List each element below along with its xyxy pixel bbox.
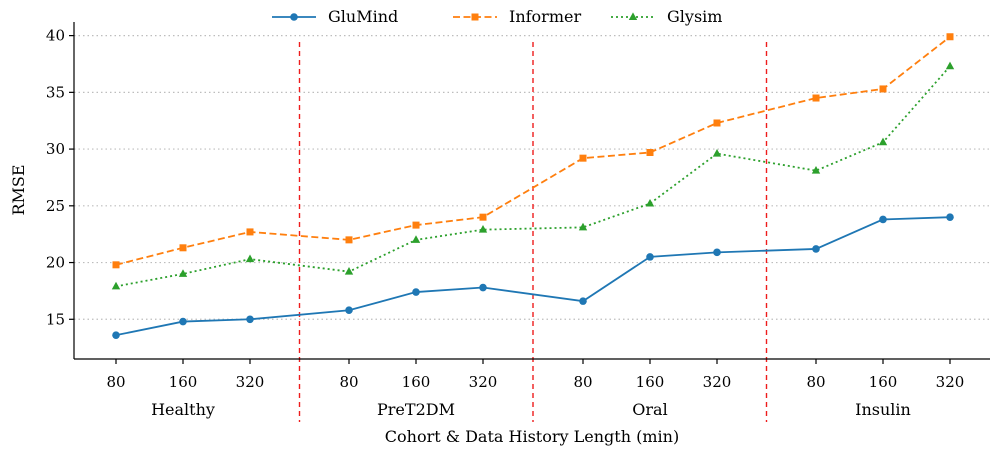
series-lines bbox=[111, 33, 955, 339]
point-glysim bbox=[478, 225, 488, 233]
point-informer bbox=[246, 228, 254, 236]
point-glumind bbox=[179, 317, 187, 326]
point-informer bbox=[479, 213, 487, 221]
legend-label-informer: Informer bbox=[509, 7, 581, 26]
group-label-oral: Oral bbox=[632, 400, 667, 419]
group-labels: Healthy PreT2DM Oral Insulin bbox=[151, 400, 911, 419]
y-axis-label: RMSE bbox=[9, 164, 28, 215]
line-glysim bbox=[115, 65, 951, 288]
legend: GluMind Informer Glysim bbox=[272, 7, 722, 26]
y-tick-label: 15 bbox=[46, 310, 65, 328]
point-glysim bbox=[411, 235, 421, 243]
point-glumind bbox=[246, 315, 254, 324]
point-informer bbox=[412, 221, 420, 229]
point-glumind bbox=[879, 215, 887, 224]
point-informer bbox=[179, 244, 187, 252]
legend-label-glumind: GluMind bbox=[328, 7, 398, 26]
x-axis-label: Cohort & Data History Length (min) bbox=[385, 427, 679, 446]
point-glysim bbox=[945, 61, 955, 70]
point-glumind bbox=[946, 213, 954, 221]
y-tick-label: 35 bbox=[46, 83, 65, 101]
point-glysim bbox=[578, 222, 588, 231]
y-tick-label: 30 bbox=[46, 140, 65, 158]
point-informer bbox=[112, 261, 120, 269]
series-glumind bbox=[112, 213, 954, 339]
x-tick-label: 80 bbox=[573, 373, 592, 391]
point-glumind bbox=[646, 253, 654, 261]
point-glumind bbox=[812, 245, 820, 253]
legend-marker-glysim bbox=[628, 12, 638, 20]
legend-item-glysim: Glysim bbox=[611, 7, 722, 26]
legend-item-informer: Informer bbox=[453, 7, 581, 26]
series-glysim bbox=[111, 61, 955, 290]
line-informer bbox=[115, 36, 951, 266]
point-glysim bbox=[878, 137, 888, 146]
point-glumind bbox=[479, 283, 487, 292]
gridlines bbox=[74, 35, 990, 320]
line-glumind bbox=[115, 216, 951, 337]
group-label-insulin: Insulin bbox=[855, 400, 911, 419]
point-informer bbox=[879, 85, 887, 93]
point-informer bbox=[713, 119, 721, 127]
y-ticks: 15 20 25 30 35 40 bbox=[46, 27, 74, 328]
point-glumind bbox=[579, 297, 587, 305]
point-glumind bbox=[713, 248, 721, 257]
x-ticks: 80 160 320 80 160 320 80 160 320 80 160 320 bbox=[106, 359, 964, 391]
x-tick-label: 80 bbox=[339, 373, 358, 391]
x-tick-label: 320 bbox=[936, 373, 965, 391]
point-informer bbox=[345, 236, 353, 244]
x-tick-label: 320 bbox=[469, 373, 498, 391]
x-tick-label: 160 bbox=[169, 373, 198, 391]
point-informer bbox=[646, 148, 654, 156]
point-informer bbox=[812, 94, 820, 102]
legend-item-glumind: GluMind bbox=[272, 7, 398, 26]
point-glysim bbox=[245, 254, 255, 263]
group-label-healthy: Healthy bbox=[151, 400, 215, 419]
y-tick-label: 40 bbox=[46, 27, 65, 45]
point-glysim bbox=[645, 198, 655, 207]
point-glysim bbox=[712, 149, 722, 157]
point-glysim bbox=[344, 267, 354, 275]
series-informer bbox=[112, 33, 954, 269]
x-tick-label: 80 bbox=[806, 373, 825, 391]
legend-marker-glumind bbox=[290, 13, 298, 21]
x-tick-label: 160 bbox=[869, 373, 898, 391]
point-glumind bbox=[112, 331, 120, 339]
x-tick-label: 160 bbox=[402, 373, 431, 391]
point-glysim bbox=[178, 269, 188, 277]
point-glysim bbox=[111, 281, 121, 290]
x-tick-label: 160 bbox=[636, 373, 665, 391]
point-informer bbox=[946, 33, 954, 41]
cohort-separators bbox=[298, 42, 768, 422]
legend-label-glysim: Glysim bbox=[667, 7, 722, 26]
point-glumind bbox=[345, 306, 353, 315]
point-informer bbox=[579, 154, 587, 162]
x-tick-label: 320 bbox=[236, 373, 265, 391]
point-glumind bbox=[412, 288, 420, 296]
legend-marker-informer bbox=[471, 13, 479, 21]
group-label-pret2dm: PreT2DM bbox=[377, 400, 455, 419]
x-tick-label: 320 bbox=[703, 373, 732, 391]
x-tick-label: 80 bbox=[106, 373, 125, 391]
axes bbox=[73, 22, 990, 360]
y-tick-label: 20 bbox=[46, 254, 65, 272]
point-glysim bbox=[811, 166, 821, 174]
y-tick-label: 25 bbox=[46, 197, 65, 215]
